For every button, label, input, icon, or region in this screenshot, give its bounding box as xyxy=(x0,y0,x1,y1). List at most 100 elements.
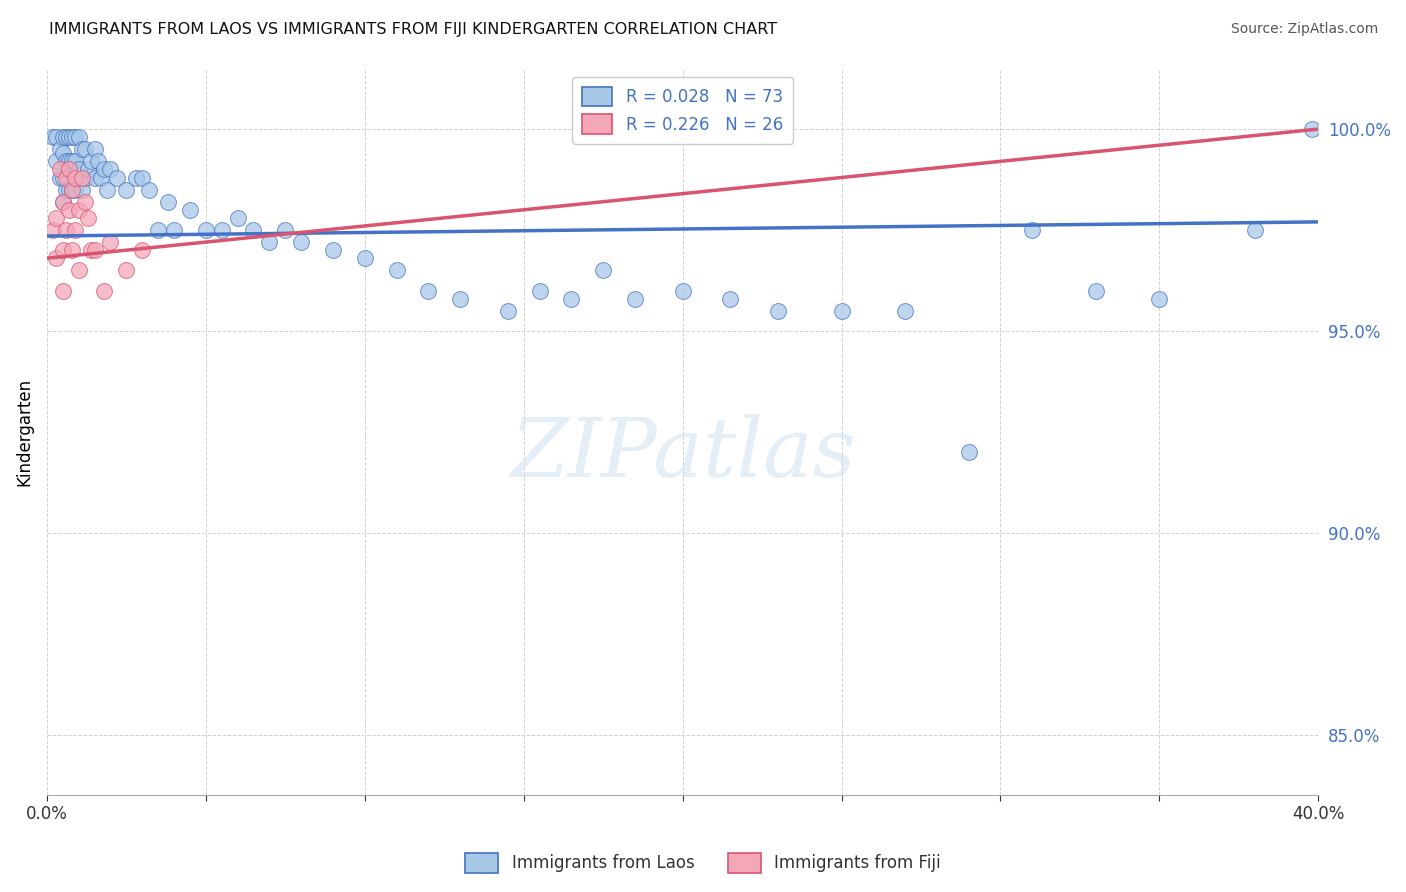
Point xyxy=(58,130,80,145)
Point xyxy=(718,292,741,306)
Point xyxy=(353,251,375,265)
Point xyxy=(624,292,647,306)
Point xyxy=(80,243,103,257)
Point xyxy=(73,170,96,185)
Point xyxy=(131,170,153,185)
Point xyxy=(242,223,264,237)
Point xyxy=(67,202,90,217)
Point xyxy=(48,142,70,156)
Point xyxy=(73,142,96,156)
Point xyxy=(55,130,77,145)
Point xyxy=(42,223,65,237)
Point xyxy=(105,170,128,185)
Point xyxy=(52,146,75,161)
Point xyxy=(45,251,67,265)
Point xyxy=(52,170,75,185)
Point xyxy=(45,211,67,225)
Point xyxy=(45,130,67,145)
Point xyxy=(125,170,148,185)
Point xyxy=(58,162,80,177)
Point xyxy=(52,243,75,257)
Point xyxy=(894,303,917,318)
Point xyxy=(96,183,118,197)
Point xyxy=(65,130,87,145)
Point xyxy=(58,154,80,169)
Point xyxy=(67,263,90,277)
Point xyxy=(766,303,789,318)
Point xyxy=(87,154,110,169)
Point xyxy=(77,211,100,225)
Point xyxy=(67,162,90,177)
Point xyxy=(70,142,93,156)
Point xyxy=(60,183,83,197)
Point xyxy=(131,243,153,257)
Point xyxy=(529,284,551,298)
Point xyxy=(322,243,344,257)
Point xyxy=(52,194,75,209)
Point xyxy=(560,292,582,306)
Y-axis label: Kindergarten: Kindergarten xyxy=(15,377,32,486)
Point xyxy=(70,170,93,185)
Point xyxy=(1084,284,1107,298)
Point xyxy=(100,235,122,249)
Point xyxy=(58,183,80,197)
Point xyxy=(138,183,160,197)
Point xyxy=(45,154,67,169)
Point xyxy=(93,284,115,298)
Point xyxy=(60,183,83,197)
Point xyxy=(385,263,408,277)
Point xyxy=(115,263,138,277)
Point xyxy=(55,170,77,185)
Point xyxy=(90,170,112,185)
Point xyxy=(831,303,853,318)
Point xyxy=(290,235,312,249)
Point xyxy=(146,223,169,237)
Legend: Immigrants from Laos, Immigrants from Fiji: Immigrants from Laos, Immigrants from Fi… xyxy=(458,847,948,880)
Legend: R = 0.028   N = 73, R = 0.226   N = 26: R = 0.028 N = 73, R = 0.226 N = 26 xyxy=(572,77,793,144)
Point xyxy=(100,162,122,177)
Point xyxy=(77,162,100,177)
Point xyxy=(1243,223,1265,237)
Text: IMMIGRANTS FROM LAOS VS IMMIGRANTS FROM FIJI KINDERGARTEN CORRELATION CHART: IMMIGRANTS FROM LAOS VS IMMIGRANTS FROM … xyxy=(49,22,778,37)
Point xyxy=(671,284,693,298)
Point xyxy=(93,162,115,177)
Point xyxy=(48,170,70,185)
Point xyxy=(957,445,980,459)
Point xyxy=(42,130,65,145)
Point xyxy=(179,202,201,217)
Point xyxy=(67,130,90,145)
Point xyxy=(1149,292,1171,306)
Point xyxy=(418,284,440,298)
Point xyxy=(65,170,87,185)
Point xyxy=(58,202,80,217)
Point xyxy=(259,235,281,249)
Text: Source: ZipAtlas.com: Source: ZipAtlas.com xyxy=(1230,22,1378,37)
Point xyxy=(592,263,614,277)
Point xyxy=(83,243,105,257)
Point xyxy=(83,142,105,156)
Point xyxy=(156,194,179,209)
Point xyxy=(60,243,83,257)
Point xyxy=(52,284,75,298)
Point xyxy=(226,211,249,225)
Point xyxy=(65,183,87,197)
Point xyxy=(115,183,138,197)
Point xyxy=(65,223,87,237)
Point xyxy=(1021,223,1043,237)
Point xyxy=(449,292,471,306)
Point xyxy=(55,223,77,237)
Point xyxy=(70,183,93,197)
Point xyxy=(52,130,75,145)
Point xyxy=(496,303,519,318)
Point xyxy=(55,154,77,169)
Point xyxy=(80,154,103,169)
Point xyxy=(73,194,96,209)
Point xyxy=(1301,122,1323,136)
Point xyxy=(48,162,70,177)
Point xyxy=(60,130,83,145)
Point xyxy=(274,223,297,237)
Point xyxy=(55,183,77,197)
Point xyxy=(163,223,186,237)
Point xyxy=(65,154,87,169)
Point xyxy=(60,154,83,169)
